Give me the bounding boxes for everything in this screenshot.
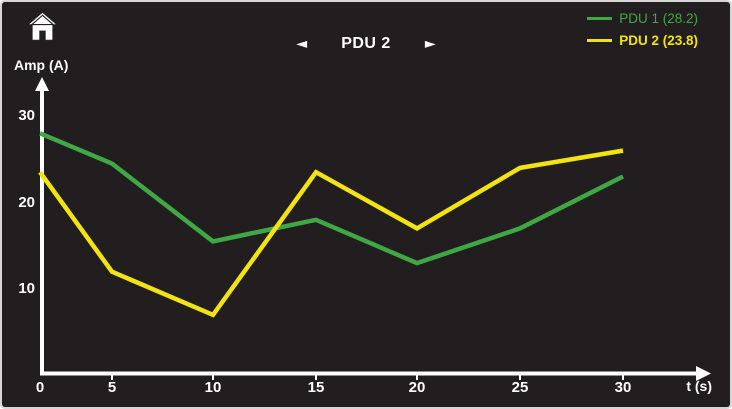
x-tick-label: 20 [408,379,426,396]
title-bar: ◄ PDU 2 ► [296,34,435,54]
x-tick-label: 5 [107,379,117,396]
series-line-pdu-1 [39,131,625,266]
y-tick-label: 10 [18,280,35,297]
x-tick-label: 0 [35,379,45,396]
legend-swatch-pdu-2 [587,39,613,42]
legend-item-pdu-2: PDU 2 (23.8) [587,33,698,48]
legend-swatch-pdu-1 [587,17,613,20]
series-line-pdu-2 [38,148,624,318]
x-tick-mark [111,375,113,380]
x-tick-label: 25 [511,379,529,396]
legend-label-pdu-1: PDU 1 (28.2) [619,11,698,26]
series-lines [38,131,625,318]
x-axis-label: t (s) [686,378,712,394]
y-axis-arrow-icon [35,77,49,91]
x-tick-label: 30 [614,379,632,396]
chart-legend: PDU 1 (28.2) PDU 2 (23.8) [587,11,698,48]
x-ticks [111,375,624,380]
x-tick-mark [315,375,317,380]
y-tick-label: 20 [18,194,35,211]
next-pdu-button[interactable]: ► [424,36,436,52]
x-tick-mark [416,375,418,380]
home-button[interactable] [24,7,60,45]
prev-pdu-button[interactable]: ◄ [296,36,308,52]
y-axis-label: Amp (A) [14,57,69,73]
x-tick-mark [519,375,521,380]
legend-item-pdu-1: PDU 1 (28.2) [587,11,698,26]
x-tick-label: 15 [307,379,325,396]
x-axis-arrow-icon [696,366,711,381]
x-tick-mark [212,375,214,380]
x-tick-mark [622,375,624,380]
x-tick-label: 10 [204,379,222,396]
legend-label-pdu-2: PDU 2 (23.8) [619,33,698,48]
y-tick-label: 30 [18,107,35,124]
page-title: PDU 2 [341,35,391,52]
home-icon [27,11,57,40]
